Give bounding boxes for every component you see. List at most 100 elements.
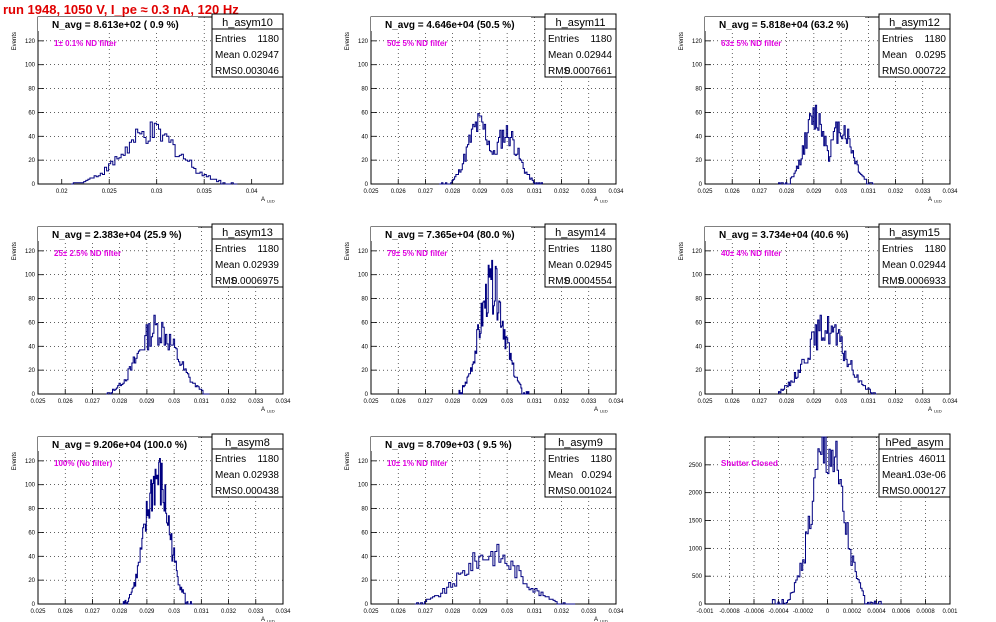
stats-value: 0.0006933 — [899, 276, 947, 287]
histogram-bars — [71, 121, 238, 185]
y-tick-label: 80 — [361, 297, 368, 303]
x-tick-label: 0.032 — [221, 609, 237, 615]
x-tick-label: 0.034 — [608, 609, 624, 615]
stats-key: Entries — [215, 244, 246, 255]
stats-box — [544, 433, 617, 498]
x-tick-label: 0.027 — [85, 399, 101, 405]
stats-box — [211, 13, 284, 78]
x-axis-label: A LED — [594, 197, 608, 204]
x-tick-label: 0.026 — [58, 399, 74, 405]
navg-label: N_avg = 4.646e+04 (50.5 %) — [385, 20, 515, 31]
stats-key: RMS — [548, 276, 571, 287]
navg-label: N_avg = 8.709e+03 ( 9.5 %) — [385, 440, 512, 451]
y-tick-label: 0 — [32, 392, 36, 398]
stats-key: Mean — [882, 50, 907, 61]
x-tick-label: 0.025 — [102, 189, 118, 195]
y-tick-label: 20 — [28, 578, 35, 584]
stats-key: Mean — [548, 470, 573, 481]
x-tick-label: 0.028 — [445, 609, 461, 615]
x-tick-label: 0.025 — [697, 189, 713, 195]
navg-label: N_avg = 5.818e+04 (63.2 %) — [719, 20, 849, 31]
x-axis-label: A LED — [594, 617, 608, 622]
x-tick-label: 0.025 — [30, 399, 46, 405]
x-tick-label: 0.033 — [248, 609, 264, 615]
y-tick-label: 40 — [28, 554, 35, 560]
y-tick-label: 80 — [361, 87, 368, 93]
stats-value: 0.0294 — [581, 470, 612, 481]
y-tick-label: 60 — [28, 320, 35, 326]
y-tick-label: 0 — [699, 182, 703, 188]
y-tick-label: 120 — [25, 249, 36, 255]
filter-annotation: 79± 5% ND filter — [387, 249, 447, 258]
stats-value: 0.0295 — [915, 50, 946, 61]
x-tick-label: 0.032 — [221, 399, 237, 405]
histogram-bars — [106, 314, 210, 395]
navg-box — [371, 17, 531, 31]
navg-box — [371, 227, 531, 241]
stats-key: RMS — [882, 486, 905, 497]
stats-value: 0.000438 — [237, 486, 279, 497]
x-tick-label: 0.026 — [725, 399, 741, 405]
navg-label: N_avg = 7.365e+04 (80.0 %) — [385, 230, 515, 241]
x-tick-label: 0.026 — [58, 609, 74, 615]
x-tick-label: 0.029 — [139, 609, 155, 615]
y-tick-label: 40 — [361, 344, 368, 350]
y-tick-label: 60 — [695, 320, 702, 326]
y-tick-label: 40 — [28, 134, 35, 140]
x-tick-label: 0.029 — [806, 189, 822, 195]
stats-box — [878, 13, 951, 78]
y-tick-label: 60 — [695, 110, 702, 116]
histogram-panel-h_asym13: 0.025 0.026 0.027 0.028 0.029 0.03 0.031 0.032 0… — [12, 223, 291, 414]
y-tick-label: 20 — [361, 368, 368, 374]
y-tick-label: 100 — [692, 273, 703, 279]
histogram-bars — [778, 104, 874, 185]
x-axis-label: A LED — [928, 197, 942, 204]
x-tick-label: 0.03 — [501, 399, 513, 405]
x-tick-label: 0.0002 — [843, 609, 862, 615]
x-axis-label: A LED — [594, 407, 608, 414]
histogram-panel-h_asym8: 0.025 0.026 0.027 0.028 0.029 0.03 0.031 0.032 0… — [12, 433, 291, 622]
histogram-panel-h_asym9: 0.025 0.026 0.027 0.028 0.029 0.03 0.031 0.032 0… — [345, 433, 624, 622]
stats-value: 0.02945 — [576, 260, 613, 271]
y-axis-label: Events — [12, 242, 18, 260]
y-tick-label: 100 — [358, 483, 369, 489]
x-tick-label: 0.034 — [942, 399, 958, 405]
x-tick-label: 0.032 — [554, 189, 570, 195]
histogram-name: h_asym11 — [556, 17, 606, 29]
x-tick-label: 0.031 — [194, 399, 210, 405]
x-tick-label: 0.034 — [275, 399, 291, 405]
navg-box — [38, 227, 198, 241]
y-tick-label: 20 — [28, 368, 35, 374]
stats-box — [878, 433, 951, 498]
stats-value: 0.0004554 — [565, 276, 613, 287]
x-tick-label: 0.025 — [363, 189, 379, 195]
x-tick-label: 0.02 — [56, 189, 68, 195]
histogram-name: h_asym13 — [222, 227, 273, 239]
navg-label: N_avg = 8.613e+02 ( 0.9 %) — [52, 20, 179, 31]
x-axis-label: A LED — [261, 617, 275, 622]
x-tick-label: 0.035 — [197, 189, 213, 195]
histogram-name: h_asym9 — [558, 437, 603, 449]
x-tick-label: 0.031 — [861, 189, 877, 195]
stats-key: RMS — [548, 66, 571, 77]
y-tick-label: 120 — [692, 249, 703, 255]
y-tick-label: 20 — [361, 578, 368, 584]
x-tick-label: -0.0008 — [719, 609, 740, 615]
y-tick-label: 120 — [358, 249, 369, 255]
x-tick-label: 0.025 — [363, 609, 379, 615]
y-tick-label: 40 — [695, 134, 702, 140]
x-tick-label: 0.027 — [418, 609, 434, 615]
histogram-name: h_asym8 — [225, 437, 270, 449]
stats-value: 0.000127 — [904, 486, 946, 497]
stats-value: 0.003046 — [237, 66, 279, 77]
y-tick-label: 0 — [32, 602, 36, 608]
x-axis-label: A LED — [261, 197, 275, 204]
x-tick-label: 0.029 — [472, 609, 488, 615]
stats-value: 0.000722 — [904, 66, 946, 77]
x-tick-label: 0.028 — [445, 399, 461, 405]
x-tick-label: -0.001 — [696, 609, 714, 615]
histogram-bars — [458, 259, 530, 395]
x-tick-label: 0.0008 — [916, 609, 935, 615]
navg-box — [38, 17, 198, 31]
